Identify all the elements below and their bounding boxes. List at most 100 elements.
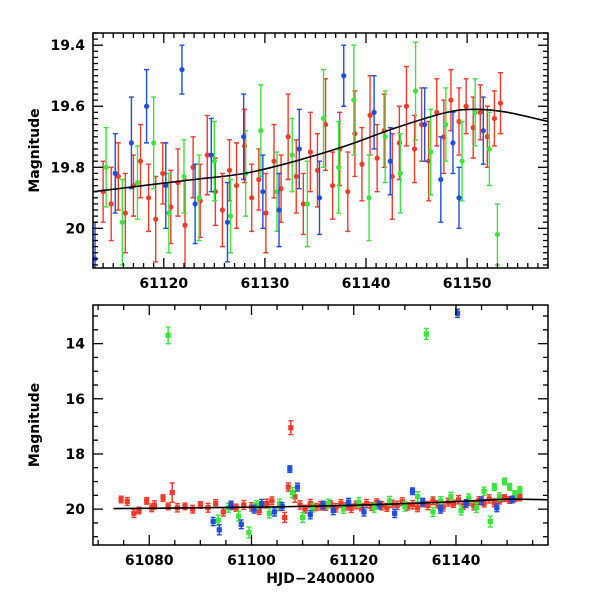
data-point — [512, 491, 518, 497]
data-point — [292, 494, 298, 500]
data-point — [163, 182, 169, 189]
data-point — [386, 498, 393, 504]
data-point — [293, 173, 299, 180]
data-point — [307, 501, 313, 507]
data-point — [144, 498, 150, 504]
y-tick-label: 20 — [66, 502, 86, 518]
data-point — [269, 498, 275, 504]
data-point — [411, 146, 418, 152]
data-point — [215, 517, 221, 523]
plot-frame — [92, 32, 549, 269]
data-point — [374, 155, 380, 161]
data-point — [438, 176, 444, 183]
data-point — [259, 501, 265, 507]
data-point — [450, 140, 456, 146]
data-point — [307, 512, 313, 518]
data-point — [430, 498, 436, 504]
series-1 — [165, 326, 523, 539]
data-point — [165, 332, 171, 338]
data-point — [367, 112, 373, 119]
data-point — [304, 201, 310, 207]
y-tick-label: 19.4 — [50, 38, 85, 54]
data-point — [122, 210, 128, 216]
data-point — [219, 207, 226, 213]
data-point — [179, 67, 185, 73]
data-point — [124, 498, 130, 505]
data-point — [333, 505, 339, 511]
data-point — [211, 158, 217, 164]
data-point — [497, 100, 504, 106]
data-point — [338, 501, 344, 507]
data-point — [168, 204, 174, 210]
data-point — [322, 121, 329, 128]
data-point — [409, 502, 416, 508]
data-point — [397, 170, 403, 176]
data-point — [216, 527, 222, 533]
data-point — [459, 158, 465, 164]
data-point — [358, 504, 364, 510]
data-point — [371, 109, 377, 115]
data-point — [288, 425, 294, 431]
data-point — [491, 484, 497, 490]
y-tick-label: 19.6 — [50, 99, 85, 115]
data-point — [166, 210, 172, 216]
data-point — [484, 134, 490, 140]
data-point — [224, 219, 231, 225]
data-point — [470, 125, 476, 131]
data-point — [496, 494, 503, 500]
data-point — [282, 514, 288, 521]
data-point — [394, 502, 400, 508]
x-tick-label: 61150 — [443, 276, 492, 292]
bottom-panel: 61080 61100 61120 61140 14 16 18 20 Magnitude HJD… — [27, 304, 549, 587]
data-point — [136, 507, 142, 514]
data-point — [412, 88, 419, 94]
data-point — [213, 501, 219, 507]
data-point — [134, 179, 141, 186]
plot-area — [113, 308, 548, 539]
data-point — [112, 170, 118, 176]
data-point — [463, 501, 469, 507]
data-point — [190, 164, 196, 170]
data-point — [256, 176, 262, 183]
data-point — [517, 487, 523, 493]
data-point — [204, 152, 210, 158]
data-point — [294, 484, 301, 490]
model-curve — [113, 498, 548, 510]
data-point — [160, 170, 166, 176]
x-tick-label: 61120 — [329, 553, 378, 569]
data-point — [181, 173, 187, 180]
data-point — [197, 502, 203, 508]
data-point — [396, 140, 402, 146]
data-point — [119, 219, 125, 225]
y-tick-label: 19.8 — [50, 160, 85, 176]
data-point — [151, 502, 157, 508]
data-point — [289, 152, 295, 158]
data-point — [146, 195, 152, 201]
data-point — [271, 158, 277, 164]
data-point — [143, 103, 150, 109]
data-point — [491, 500, 497, 506]
data-point — [345, 189, 351, 195]
data-point — [392, 510, 398, 516]
data-point — [302, 506, 308, 512]
data-point — [271, 509, 278, 515]
data-point — [320, 115, 327, 122]
data-point — [456, 118, 462, 125]
data-point — [325, 501, 331, 507]
data-point — [422, 121, 428, 128]
data-point — [227, 213, 234, 219]
data-point — [473, 505, 480, 511]
data-point — [415, 494, 421, 500]
data-point — [182, 222, 188, 228]
data-point — [409, 488, 416, 494]
data-point — [330, 182, 336, 189]
data-point — [300, 514, 306, 521]
data-point — [389, 173, 395, 180]
data-point — [260, 189, 266, 195]
data-point — [258, 128, 264, 134]
data-point — [128, 140, 135, 146]
data-point — [330, 507, 336, 514]
data-point — [371, 505, 377, 511]
data-point — [256, 507, 262, 514]
